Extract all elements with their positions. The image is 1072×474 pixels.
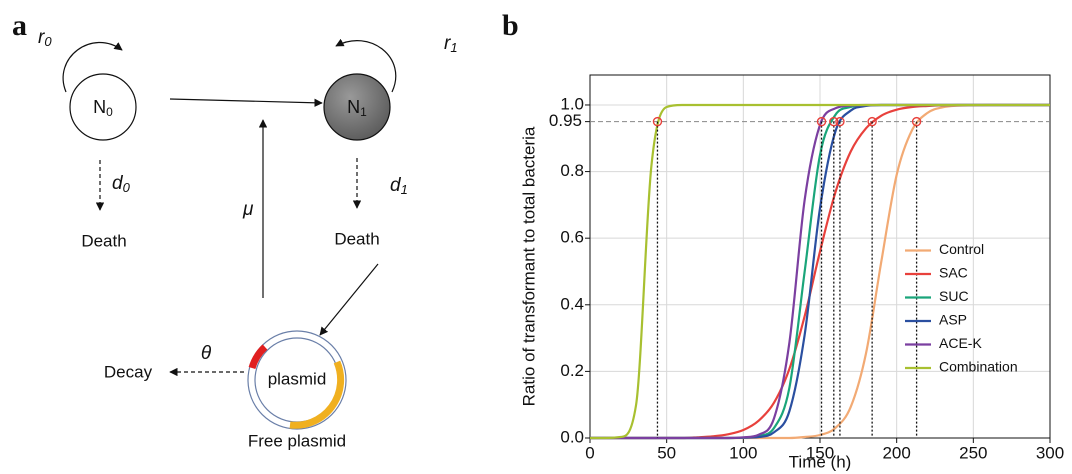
y-tick-label: 0.6 xyxy=(560,228,584,247)
rate-sub: 0 xyxy=(123,180,131,195)
x-tick-label: 50 xyxy=(657,443,676,462)
legend-label: SUC xyxy=(939,288,969,304)
panel-label: b xyxy=(502,9,519,42)
rate-label: r1 xyxy=(444,33,458,55)
panel-a: a N0 N1 r0 r1 d0 Death d1 Death μ plasmi… xyxy=(12,9,458,451)
node-label: N0 xyxy=(93,97,113,119)
rate-base: r xyxy=(444,33,451,54)
y-tick-label: 0.0 xyxy=(560,427,584,446)
crossing-marker xyxy=(816,116,827,127)
gene-segment xyxy=(248,344,268,370)
plot-frame xyxy=(589,74,1051,439)
legend-label: ASP xyxy=(939,312,967,328)
rate-sub: 1 xyxy=(450,40,457,55)
legend-label: ACE-K xyxy=(939,335,982,351)
rate-label: r0 xyxy=(38,27,52,49)
legend-label: Combination xyxy=(939,359,1018,375)
rate-sub: 1 xyxy=(401,182,408,197)
node-label: N1 xyxy=(347,97,367,119)
panel-b: b 0 50 100 150 200 250 300 0.0 0.2 0.4 0.6 0.8 0.951… xyxy=(502,9,1064,472)
self-loop xyxy=(62,41,123,93)
death-label: Death xyxy=(81,231,126,250)
crossing-marker xyxy=(835,116,845,127)
death-label: Death xyxy=(334,229,379,248)
rate-base: d xyxy=(112,173,124,194)
y-tick-label: 1.0 xyxy=(560,94,584,113)
self-loop xyxy=(335,38,397,93)
node-sub: 0 xyxy=(106,105,113,119)
rate-base: d xyxy=(390,175,402,196)
x-tick-label: 0 xyxy=(585,443,594,462)
rate-label: d0 xyxy=(112,173,131,195)
theta-label: θ xyxy=(201,343,212,364)
crossing-marker xyxy=(829,116,839,127)
x-tick-label: 150 xyxy=(806,443,834,462)
y-tick-label: 0.2 xyxy=(560,361,584,380)
y-tick-label: 0.95 xyxy=(549,111,582,130)
rate-label: d1 xyxy=(390,175,408,197)
panel-label: a xyxy=(12,9,27,42)
arrow xyxy=(319,263,379,336)
free-plasmid-label: Free plasmid xyxy=(248,431,346,450)
legend-label: Control xyxy=(939,241,984,257)
node-sub: 1 xyxy=(360,105,367,119)
crossing-marker xyxy=(652,116,663,127)
x-tick-label: 100 xyxy=(729,443,757,462)
crossing-marker xyxy=(867,116,877,127)
plasmid-label: plasmid xyxy=(268,369,327,388)
y-tick-label: 0.8 xyxy=(560,161,584,180)
y-axis-label: Ratio of transformant to total bacteria xyxy=(519,126,538,406)
crossing-marker xyxy=(911,116,922,127)
rate-sub: 0 xyxy=(44,34,52,49)
x-tick-label: 250 xyxy=(959,443,987,462)
node xyxy=(69,73,137,141)
gene-segment xyxy=(289,360,345,429)
x-axis-label: Time (h) xyxy=(789,452,852,471)
node-base: N xyxy=(93,97,106,117)
rate-base: r xyxy=(38,27,45,48)
y-tick-label: 0.4 xyxy=(560,294,584,313)
x-tick-label: 300 xyxy=(1036,443,1064,462)
legend-label: SAC xyxy=(939,265,968,281)
series-line xyxy=(589,103,1050,440)
node-base: N xyxy=(347,97,360,117)
node xyxy=(323,73,391,141)
x-tick-label: 200 xyxy=(882,443,910,462)
decay-label: Decay xyxy=(104,362,153,381)
arrow xyxy=(169,98,323,107)
mu-label: μ xyxy=(242,199,254,220)
